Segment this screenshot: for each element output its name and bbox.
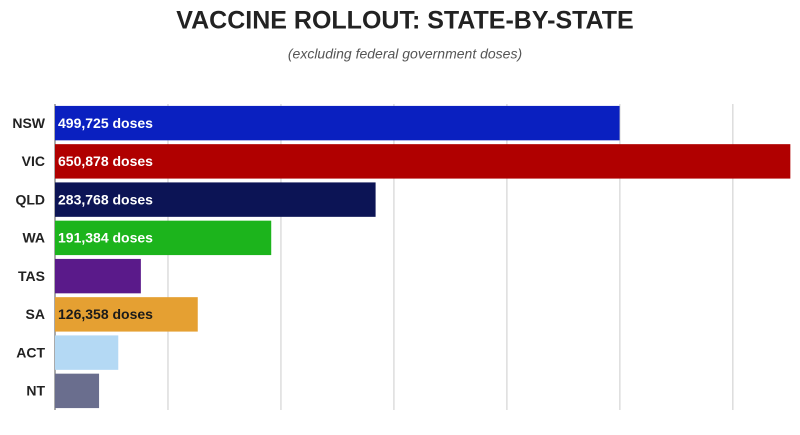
y-tick-label: SA [26, 306, 45, 322]
bar [55, 373, 100, 409]
bar [55, 297, 198, 332]
bar [55, 258, 141, 294]
bar [55, 182, 376, 217]
y-tick-label: QLD [15, 191, 45, 207]
value-label: 499,725 doses [58, 115, 153, 131]
bar [55, 105, 620, 141]
y-tick-label: WA [22, 230, 45, 246]
bar [55, 220, 272, 256]
y-tick-label: NSW [12, 115, 45, 131]
y-tick-label: VIC [22, 153, 45, 169]
chart-title: VACCINE ROLLOUT: STATE-BY-STATE [176, 7, 633, 35]
value-label: 126,358 doses [58, 306, 153, 322]
y-tick-label: ACT [16, 344, 45, 360]
value-label: 191,384 doses [58, 230, 153, 246]
y-tick-label: TAS [18, 268, 45, 284]
value-label: 650,878 doses [58, 153, 153, 169]
bar [55, 335, 119, 370]
bar [55, 144, 791, 179]
chart-subtitle: (excluding federal government doses) [288, 46, 522, 62]
y-tick-label: NT [26, 383, 45, 399]
value-label: 283,768 doses [58, 191, 153, 207]
